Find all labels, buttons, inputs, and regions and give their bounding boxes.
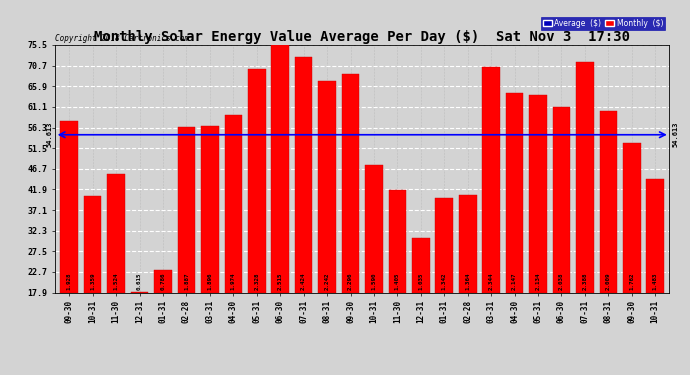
Bar (271, 45, 289, 292)
Bar (155, 270, 172, 292)
Text: 1.974: 1.974 (231, 273, 236, 290)
Text: 2.424: 2.424 (301, 273, 306, 290)
Text: 1.405: 1.405 (395, 273, 400, 290)
Text: 1.896: 1.896 (208, 273, 213, 290)
Text: 1.035: 1.035 (418, 273, 424, 290)
Bar (177, 127, 195, 292)
Text: 2.038: 2.038 (559, 273, 564, 290)
Text: 1.342: 1.342 (442, 273, 447, 290)
Bar (482, 67, 500, 292)
Bar (248, 69, 266, 292)
Text: 2.515: 2.515 (277, 273, 283, 290)
Bar (576, 62, 593, 292)
Bar (459, 195, 477, 292)
Text: 1.762: 1.762 (629, 273, 634, 290)
Title: Monthly Solar Energy Value Average Per Day ($)  Sat Nov 3  17:30: Monthly Solar Energy Value Average Per D… (95, 30, 630, 44)
Text: 2.242: 2.242 (324, 273, 330, 290)
Text: 54.613: 54.613 (672, 122, 678, 147)
Text: 1.364: 1.364 (465, 273, 470, 290)
Bar (412, 238, 430, 292)
Text: 1.483: 1.483 (653, 273, 658, 290)
Bar (600, 111, 617, 292)
Text: 0.615: 0.615 (137, 273, 142, 290)
Bar (224, 116, 242, 292)
Bar (435, 198, 453, 292)
Bar (553, 107, 570, 292)
Bar (623, 143, 640, 292)
Text: 1.590: 1.590 (371, 273, 377, 290)
Bar (201, 126, 219, 292)
Text: 1.524: 1.524 (114, 273, 119, 290)
Legend: Average  ($), Monthly  ($): Average ($), Monthly ($) (541, 16, 665, 30)
Bar (84, 196, 101, 292)
Bar (529, 94, 547, 292)
Text: 54.613: 54.613 (46, 122, 52, 147)
Bar (108, 174, 125, 292)
Bar (647, 179, 664, 292)
Bar (388, 190, 406, 292)
Text: 0.786: 0.786 (161, 273, 166, 290)
Text: Copyright 2018 Cartronics.com: Copyright 2018 Cartronics.com (55, 33, 189, 42)
Text: 2.134: 2.134 (535, 273, 540, 290)
Bar (61, 122, 78, 292)
Text: 2.009: 2.009 (606, 273, 611, 290)
Text: 1.359: 1.359 (90, 273, 95, 290)
Text: 2.147: 2.147 (512, 273, 517, 290)
Text: 2.344: 2.344 (489, 273, 493, 290)
Text: 2.388: 2.388 (582, 273, 587, 290)
Bar (506, 93, 524, 292)
Bar (318, 81, 336, 292)
Bar (295, 57, 313, 292)
Bar (365, 165, 383, 292)
Text: 2.328: 2.328 (255, 273, 259, 290)
Text: 1.928: 1.928 (67, 273, 72, 290)
Bar (342, 74, 359, 292)
Text: 2.296: 2.296 (348, 273, 353, 290)
Text: 1.887: 1.887 (184, 273, 189, 290)
